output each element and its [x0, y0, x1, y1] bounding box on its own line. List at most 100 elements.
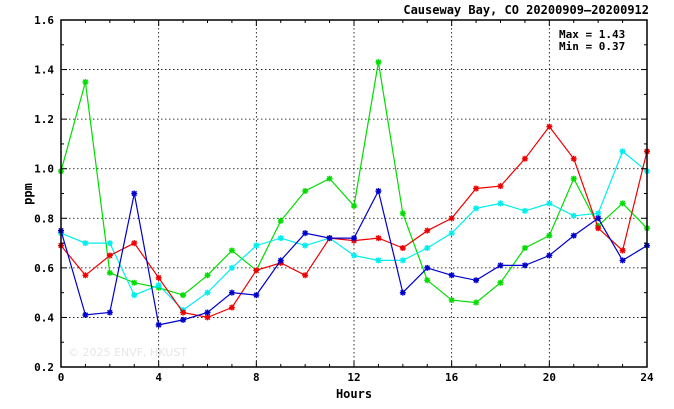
- data-point: [497, 262, 504, 269]
- data-point: [155, 274, 162, 281]
- data-point: [253, 292, 260, 299]
- grid: [61, 20, 647, 367]
- y-tick-label: 1.2: [34, 113, 54, 126]
- x-tick-label: 16: [445, 371, 459, 384]
- data-point: [228, 289, 235, 296]
- data-point: [253, 242, 260, 249]
- data-point: [351, 252, 357, 259]
- data-point: [399, 245, 406, 252]
- x-tick-label: 4: [155, 371, 162, 384]
- data-point: [448, 230, 455, 237]
- data-point: [106, 240, 113, 247]
- data-point: [448, 297, 455, 304]
- series-group: [58, 59, 650, 328]
- data-point: [375, 59, 382, 66]
- data-point: [106, 309, 113, 316]
- data-point: [228, 247, 235, 254]
- data-point: [595, 225, 602, 232]
- data-point: [473, 299, 480, 306]
- data-point: [497, 183, 504, 190]
- data-point: [546, 252, 553, 259]
- data-point: [521, 245, 528, 252]
- data-point: [277, 235, 284, 242]
- data-point: [424, 264, 431, 271]
- data-point: [448, 272, 455, 279]
- data-point: [570, 212, 577, 219]
- data-point: [204, 272, 211, 279]
- x-axis-label: Hours: [336, 387, 372, 401]
- data-point: [180, 292, 187, 299]
- data-point: [106, 252, 113, 259]
- data-point: [473, 205, 480, 212]
- data-point: [204, 309, 211, 316]
- data-point: [106, 269, 113, 276]
- data-point: [570, 175, 577, 182]
- y-axis-label: ppm: [21, 183, 35, 205]
- data-point: [277, 257, 284, 264]
- data-point: [473, 277, 480, 284]
- data-point: [399, 257, 406, 264]
- data-point: [228, 264, 235, 271]
- data-point: [619, 257, 626, 264]
- data-point: [82, 240, 89, 247]
- data-point: [448, 215, 455, 222]
- y-tick-label: 1.6: [34, 14, 54, 27]
- data-point: [521, 155, 528, 162]
- data-point: [82, 311, 89, 318]
- data-point: [399, 210, 406, 217]
- data-point: [253, 267, 260, 274]
- data-point: [326, 235, 333, 242]
- data-point: [228, 304, 235, 311]
- data-point: [424, 245, 431, 252]
- watermark: © 2025 ENVF, HKUST: [68, 346, 187, 359]
- data-point: [570, 232, 577, 239]
- y-tick-label: 0.4: [34, 311, 54, 324]
- x-tick-label: 20: [543, 371, 556, 384]
- data-point: [82, 272, 89, 279]
- data-point: [497, 279, 504, 286]
- series-4: [58, 188, 650, 328]
- data-point: [619, 247, 626, 254]
- y-tick-label: 1.4: [34, 64, 54, 77]
- data-point: [570, 155, 577, 162]
- data-point: [180, 309, 187, 316]
- data-point: [619, 200, 626, 207]
- annotation-max: Max = 1.43: [559, 28, 625, 41]
- data-point: [375, 257, 382, 264]
- annotation-min: Min = 0.37: [559, 40, 625, 53]
- data-point: [155, 321, 162, 328]
- chart-title: Causeway Bay, CO 20200909–20200912: [403, 3, 649, 17]
- data-point: [375, 188, 382, 195]
- y-tick-label: 0.6: [34, 262, 54, 275]
- data-point: [302, 272, 309, 279]
- data-point: [546, 123, 553, 130]
- data-point: [375, 235, 382, 242]
- x-tick-label: 0: [58, 371, 65, 384]
- x-tick-label: 24: [640, 371, 654, 384]
- data-point: [131, 190, 138, 197]
- data-point: [155, 282, 162, 289]
- data-point: [546, 200, 553, 207]
- data-point: [302, 188, 309, 195]
- x-tick-label: 8: [253, 371, 260, 384]
- data-point: [497, 200, 504, 207]
- data-point: [131, 292, 138, 299]
- data-point: [204, 314, 211, 321]
- data-point: [521, 262, 528, 269]
- data-point: [521, 207, 528, 214]
- data-point: [204, 289, 211, 296]
- data-point: [180, 316, 187, 323]
- data-point: [302, 230, 309, 237]
- data-point: [131, 279, 138, 286]
- data-point: [424, 227, 431, 234]
- data-point: [595, 215, 602, 222]
- data-point: [473, 185, 480, 192]
- data-point: [619, 148, 626, 155]
- data-point: [131, 240, 138, 247]
- data-point: [399, 289, 406, 296]
- y-tick-label: 0.8: [34, 212, 54, 225]
- y-tick-label: 0.2: [34, 361, 54, 374]
- data-point: [546, 232, 553, 239]
- data-point: [82, 78, 89, 85]
